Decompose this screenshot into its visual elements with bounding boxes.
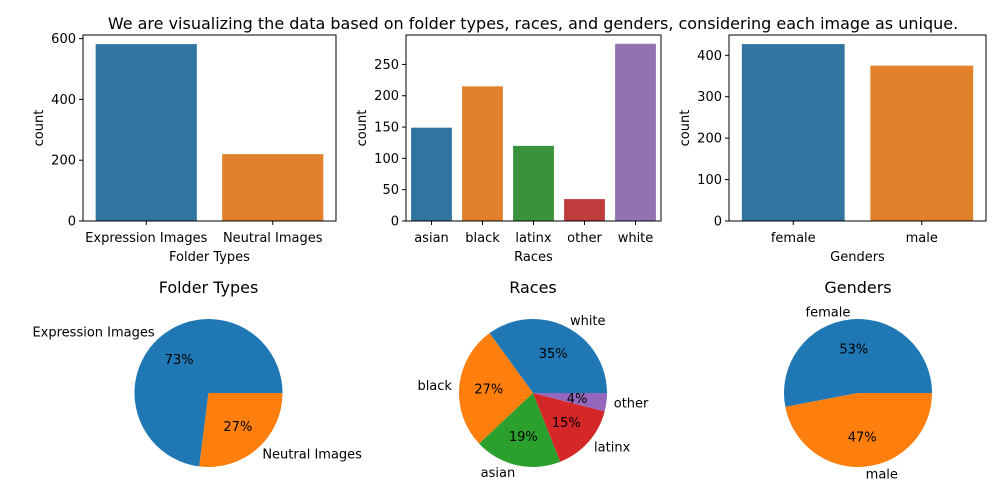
bar-charts: 0 200 400 600 Expression Images Neutral Image… (32, 32, 987, 265)
pie-chart-1: Folder Types 73% Expression Images 27% Neutr… (32, 278, 362, 467)
pie-slice-black (458, 333, 533, 444)
pie-slice-female (784, 319, 932, 407)
y-tick-label: 200 (374, 89, 399, 104)
pie-pct-label: 4% (567, 392, 588, 407)
pie-title: Genders (824, 278, 891, 297)
pie-category-label: asian (481, 466, 516, 481)
x-axis-label: Folder Types (169, 250, 250, 265)
y-axis-label: count (678, 110, 693, 147)
bar-white (615, 43, 656, 222)
pie-category-label: Expression Images (32, 325, 154, 340)
x-tick-label: white (618, 231, 654, 246)
y-tick-label: 150 (374, 121, 399, 136)
bar-male (870, 65, 974, 221)
y-tick-label: 0 (391, 215, 399, 230)
y-tick-label: 400 (51, 93, 76, 108)
y-tick-label: 300 (697, 90, 722, 105)
bar-chart-2: 0 50 100 150 200 250 asian black latinx other whit… (355, 34, 662, 265)
bar-latinx (513, 145, 554, 221)
y-tick-label: 400 (697, 49, 722, 64)
pie-slice-neutral-images (199, 393, 283, 467)
x-tick-label: Neutral Images (223, 231, 323, 246)
pie-pct-label: 19% (509, 430, 538, 445)
pie-chart-2: Races 35% white 27% black 19% asian 15% latinx 4%… (417, 278, 649, 481)
x-tick-label: Expression Images (85, 231, 207, 246)
pie-title: Races (509, 278, 557, 297)
y-axis-label: count (355, 110, 370, 147)
y-tick-label: 600 (51, 32, 76, 47)
x-tick-label: male (906, 231, 938, 246)
y-tick-label: 250 (374, 58, 399, 73)
pie-pct-label: 15% (552, 416, 581, 431)
y-tick-label: 0 (68, 215, 76, 230)
pie-slice-white (489, 319, 607, 393)
bar-expression-images (95, 44, 197, 221)
x-tick-label: latinx (515, 231, 552, 246)
bar-asian (411, 127, 452, 221)
pie-category-label: female (806, 305, 851, 320)
bar-black (462, 86, 503, 221)
plot-frame (728, 34, 987, 222)
pie-pct-label: 73% (165, 353, 194, 368)
x-axis-label: Races (514, 250, 553, 265)
pie-chart-3: Genders 53% female 47% male (784, 278, 932, 483)
bar-neutral-images (222, 154, 324, 221)
pie-slice-other (533, 393, 607, 412)
x-tick-label: asian (414, 231, 449, 246)
y-axis-label: count (32, 110, 47, 147)
pie-pct-label: 27% (223, 420, 252, 435)
pie-category-label: black (417, 379, 452, 394)
y-tick-label: 100 (374, 152, 399, 167)
pie-slice-expression-images (134, 319, 283, 467)
x-tick-label: black (465, 231, 500, 246)
pie-category-label: latinx (594, 440, 631, 455)
pie-pct-label: 53% (839, 342, 868, 357)
bar-chart-1: 0 200 400 600 Expression Images Neutral Image… (32, 32, 337, 265)
pie-pct-label: 27% (474, 382, 503, 397)
bar-other (564, 199, 605, 221)
figure-title: We are visualizing the data based on fol… (108, 14, 958, 33)
pie-title: Folder Types (159, 278, 259, 297)
y-tick-label: 200 (697, 132, 722, 147)
x-axis-label: Genders (830, 250, 885, 265)
pie-category-label: male (866, 468, 898, 483)
plot-frame (82, 34, 337, 222)
pie-slice-latinx (533, 393, 605, 462)
x-tick-label: other (567, 231, 602, 246)
pie-slice-asian (479, 393, 561, 468)
bar-female (741, 44, 845, 221)
y-tick-label: 50 (382, 183, 399, 198)
y-tick-label: 0 (714, 215, 722, 230)
pie-charts: Folder Types 73% Expression Images 27% Neutr… (32, 278, 932, 483)
x-tick-label: female (771, 231, 816, 246)
pie-pct-label: 35% (539, 347, 568, 362)
y-tick-label: 100 (697, 173, 722, 188)
pie-category-label: other (614, 397, 649, 412)
y-tick-label: 200 (51, 154, 76, 169)
pie-slice-male (785, 393, 932, 468)
pie-category-label: white (570, 314, 606, 329)
pie-pct-label: 47% (848, 431, 877, 446)
pie-category-label: Neutral Images (262, 448, 362, 463)
bar-chart-3: 0 100 200 300 400 female male Genders count (678, 34, 987, 265)
